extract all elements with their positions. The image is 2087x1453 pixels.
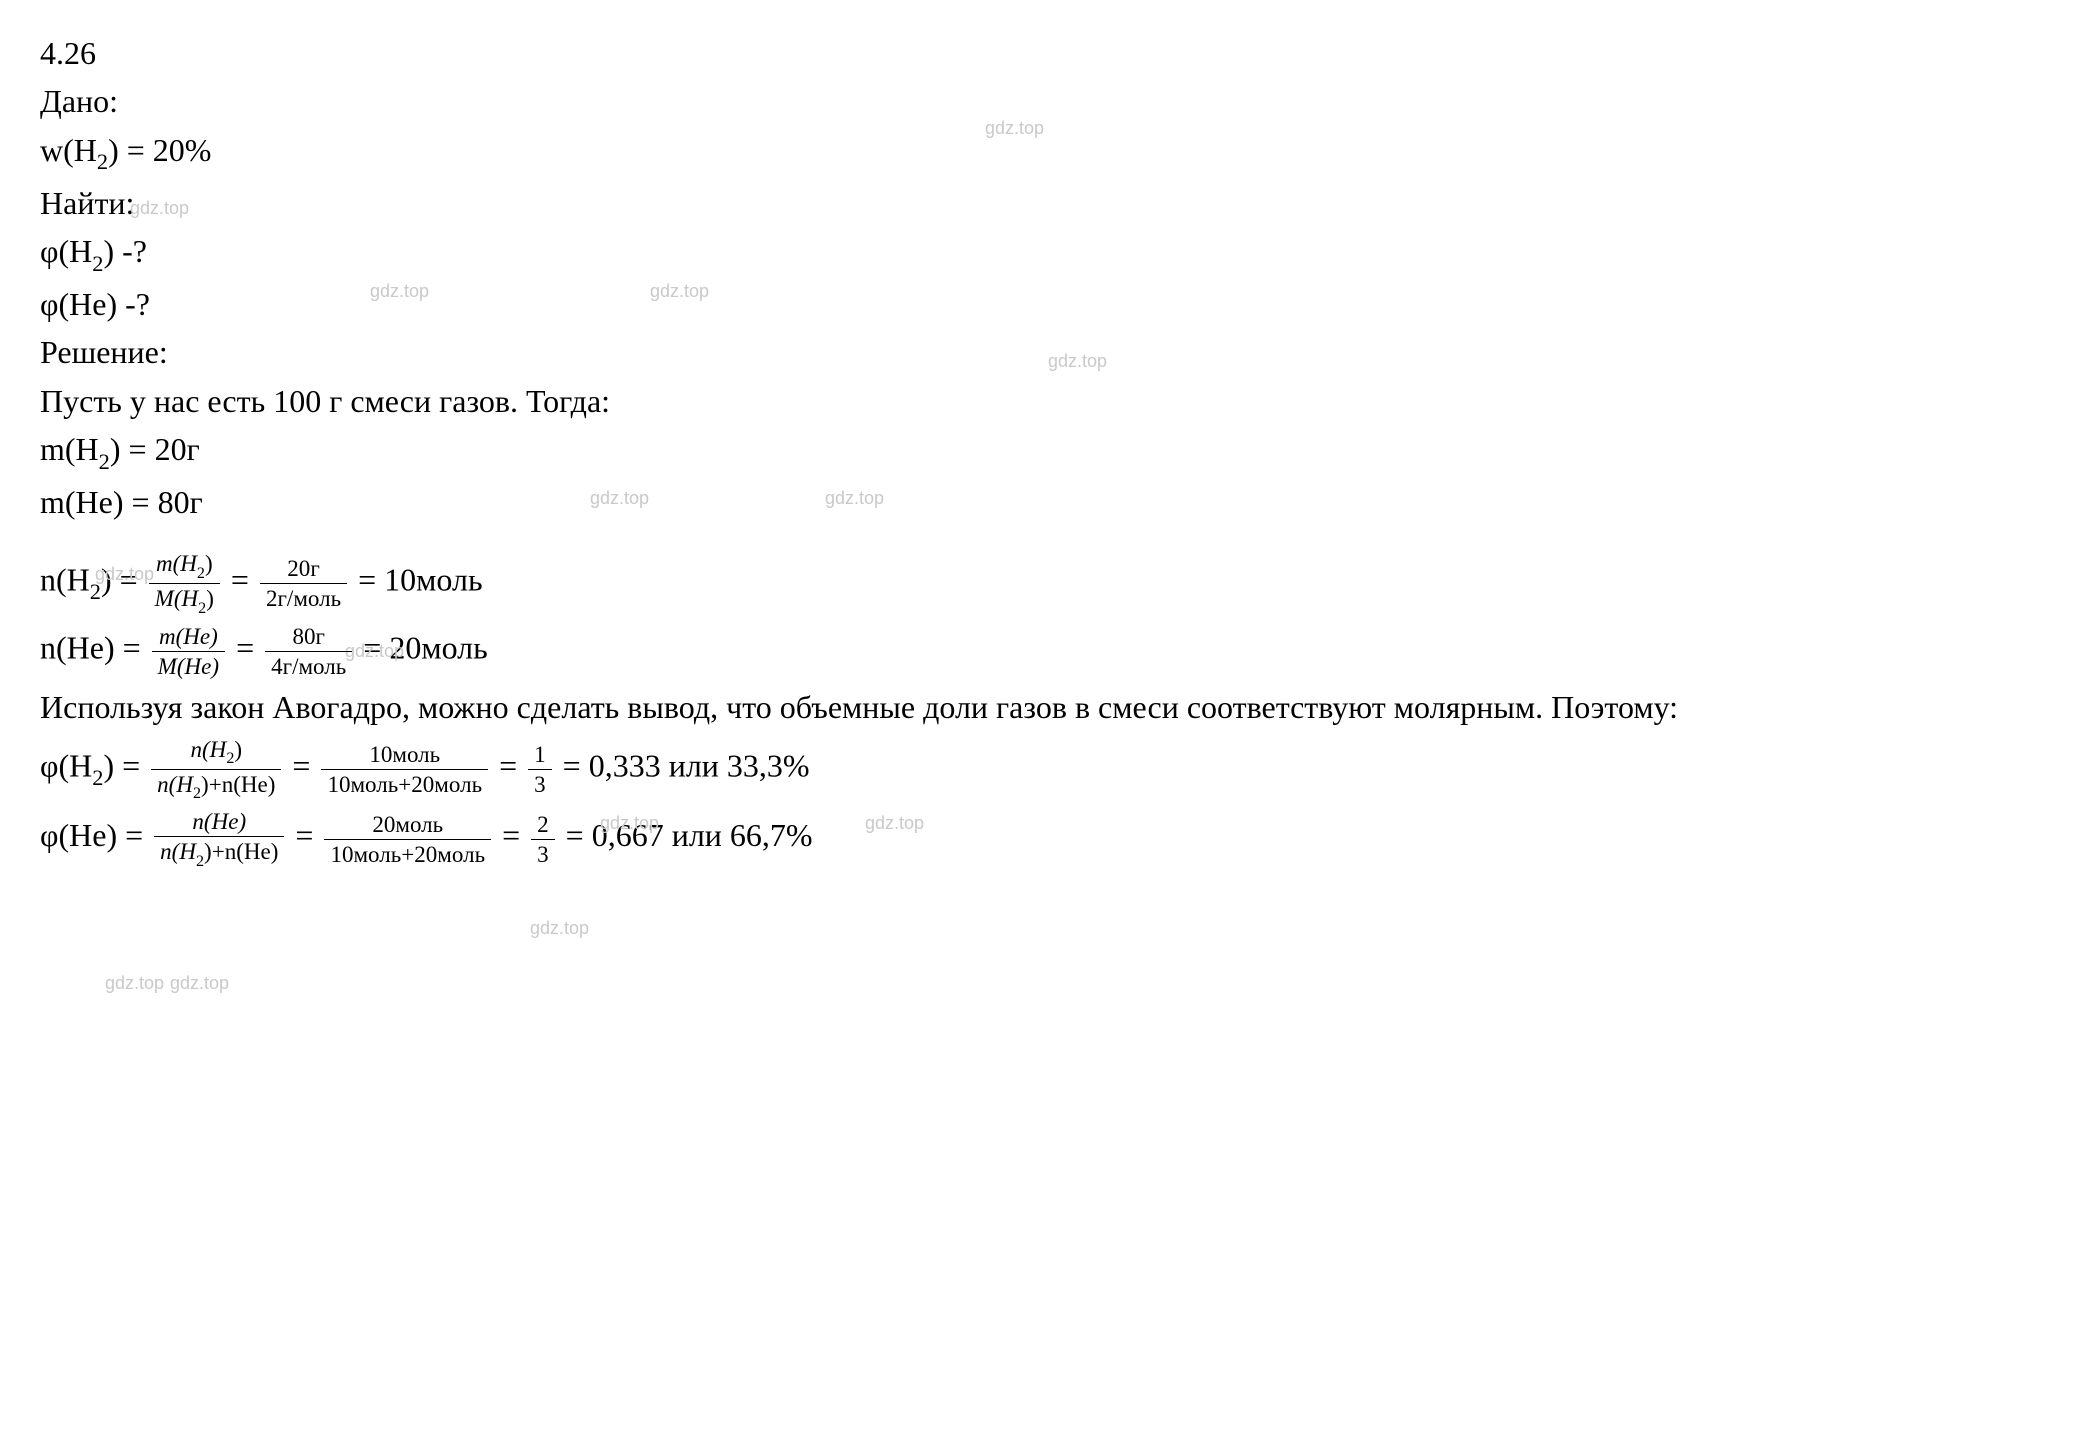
text: ) -? (103, 233, 147, 269)
text: m(H (40, 431, 99, 467)
avogadro-text: Используя закон Авогадро, можно сделать … (40, 684, 2000, 730)
denominator: 10моль+20моль (321, 770, 488, 799)
find-label: Найти: (40, 180, 2047, 226)
document-container: gdz.top gdz.top gdz.top gdz.top gdz.top … (40, 30, 2047, 871)
text: n(H (157, 771, 193, 797)
subscript: 2 (198, 600, 206, 617)
fraction: 10моль 10моль+20моль (321, 740, 488, 799)
text: = (502, 818, 528, 854)
find-line-1: φ(H2) -? (40, 228, 2047, 279)
phi-h2-equation: φ(H2) = n(H2) n(H2)+n(He) = 10моль 10мол… (40, 735, 2047, 804)
fraction: 1 3 (528, 740, 552, 799)
fraction: m(He) M(He) (152, 622, 225, 681)
text: φ(He) (40, 818, 117, 854)
phi-he-equation: φ(He) = n(He) n(H2)+n(He) = 20моль 10мол… (40, 807, 2047, 871)
numerator: 20г (260, 554, 347, 584)
text: )+n(He) (201, 771, 275, 797)
text: φ(H (40, 233, 92, 269)
solution-label: Решение: (40, 329, 2047, 375)
numerator: n(He) (154, 807, 284, 837)
text: n(H (160, 838, 196, 864)
problem-number: 4.26 (40, 30, 2047, 76)
solution-assume: Пусть у нас есть 100 г смеси газов. Тогд… (40, 378, 2047, 424)
denominator: 3 (531, 840, 555, 869)
text: = (231, 562, 257, 598)
text: ) (206, 585, 214, 611)
text: M(H (155, 585, 199, 611)
fraction: 20г 2г/моль (260, 554, 347, 613)
find-line-2: φ(He) -? (40, 281, 2047, 327)
fraction: n(H2) n(H2)+n(He) (151, 735, 281, 804)
subscript: 2 (193, 785, 201, 802)
n-h2-equation: n(H2) = m(H2) M(H2) = 20г 2г/моль = 10мо… (40, 549, 2047, 618)
text: n(H (190, 736, 226, 762)
text: φ(H (40, 747, 92, 783)
text: = 0,333 или 33,3% (563, 747, 810, 783)
subscript: 2 (90, 579, 101, 604)
text: = 10моль (358, 562, 482, 598)
numerator: 1 (528, 740, 552, 770)
fraction: 80г 4г/моль (265, 622, 352, 681)
watermark: gdz.top (170, 970, 229, 996)
denominator: 10моль+20моль (324, 840, 491, 869)
text: = (125, 818, 151, 854)
watermark: gdz.top (105, 970, 164, 996)
spacer (40, 527, 2047, 545)
text: ) = 20% (108, 132, 211, 168)
text: = (499, 747, 525, 783)
numerator: 2 (531, 810, 555, 840)
text: w(H (40, 132, 97, 168)
text: = (295, 818, 321, 854)
text: ) (234, 736, 242, 762)
denominator: M(He) (152, 652, 225, 681)
numerator: 10моль (321, 740, 488, 770)
text: = 0,667 или 66,7% (566, 818, 813, 854)
n-he-equation: n(He) = m(He) M(He) = 80г 4г/моль = 20мо… (40, 622, 2047, 681)
subscript: 2 (196, 853, 204, 870)
subscript: 2 (99, 449, 110, 474)
subscript: 2 (197, 565, 205, 582)
numerator: 80г (265, 622, 352, 652)
text: m(H (156, 550, 197, 576)
text: ) (205, 550, 213, 576)
fraction: n(He) n(H2)+n(He) (154, 807, 284, 871)
text: )+n(He) (204, 838, 278, 864)
subscript: 2 (97, 149, 108, 174)
text: n(H (40, 562, 90, 598)
denominator: 4г/моль (265, 652, 352, 681)
subscript: 2 (226, 750, 234, 767)
given-line-1: w(H2) = 20% (40, 127, 2047, 178)
text: = (236, 630, 262, 666)
text: ) = 20г (110, 431, 200, 467)
subscript: 2 (92, 251, 103, 276)
text: = (292, 747, 318, 783)
watermark: gdz.top (530, 915, 589, 941)
text: ) = (103, 747, 148, 783)
given-label: Дано: (40, 78, 2047, 124)
fraction: m(H2) M(H2) (149, 549, 220, 618)
text: n(He) = (40, 630, 149, 666)
mass-he: m(He) = 80г (40, 479, 2047, 525)
denominator: 2г/моль (260, 584, 347, 613)
fraction: 2 3 (531, 810, 555, 869)
mass-h2: m(H2) = 20г (40, 426, 2047, 477)
text: = 20моль (363, 630, 487, 666)
numerator: m(He) (152, 622, 225, 652)
subscript: 2 (92, 765, 103, 790)
text: ) = (101, 562, 146, 598)
fraction: 20моль 10моль+20моль (324, 810, 491, 869)
denominator: 3 (528, 770, 552, 799)
numerator: 20моль (324, 810, 491, 840)
